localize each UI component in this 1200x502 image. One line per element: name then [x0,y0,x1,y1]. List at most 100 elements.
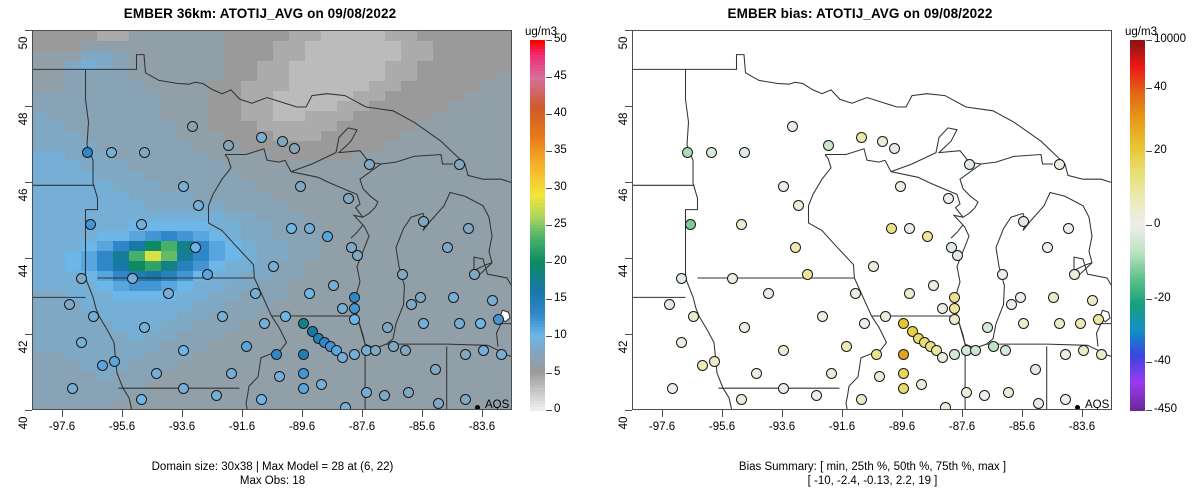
observation-site-marker[interactable] [321,230,333,242]
observation-site-marker[interactable] [1005,299,1017,311]
observation-site-marker[interactable] [414,291,426,303]
observation-site-marker[interactable] [75,272,87,284]
observation-site-marker[interactable] [66,382,78,394]
observation-site-marker[interactable] [726,272,738,284]
observation-site-marker[interactable] [294,181,306,193]
observation-site-marker[interactable] [684,219,696,231]
observation-site-marker[interactable] [162,287,174,299]
observation-site-marker[interactable] [738,321,750,333]
observation-site-marker[interactable] [201,268,213,280]
observation-site-marker[interactable] [792,200,804,212]
observation-site-marker[interactable] [906,325,918,337]
observation-site-marker[interactable] [192,200,204,212]
observation-site-marker[interactable] [303,223,315,235]
observation-site-marker[interactable] [342,192,354,204]
observation-site-marker[interactable] [297,382,309,394]
observation-site-marker[interactable] [873,371,885,383]
observation-site-marker[interactable] [417,318,429,330]
observation-site-marker[interactable] [276,135,288,147]
observation-site-marker[interactable] [1095,348,1107,360]
observation-site-marker[interactable] [894,181,906,193]
observation-site-marker[interactable] [1032,397,1044,409]
observation-site-marker[interactable] [876,135,888,147]
observation-site-marker[interactable] [135,394,147,406]
observation-site-marker[interactable] [336,352,348,364]
observation-site-marker[interactable] [960,386,972,398]
observation-site-marker[interactable] [666,382,678,394]
observation-site-marker[interactable] [942,192,954,204]
observation-site-marker[interactable] [1041,242,1053,254]
observation-site-marker[interactable] [336,302,348,314]
observation-site-marker[interactable] [315,378,327,390]
observation-site-marker[interactable] [135,219,147,231]
observation-site-marker[interactable] [978,390,990,402]
observation-site-marker[interactable] [867,261,879,273]
observation-site-marker[interactable] [360,386,372,398]
observation-site-marker[interactable] [288,143,300,155]
observation-site-marker[interactable] [855,394,867,406]
observation-site-marker[interactable] [705,147,717,159]
observation-site-marker[interactable] [258,318,270,330]
observation-site-marker[interactable] [897,348,909,360]
observation-site-marker[interactable] [999,344,1011,356]
observation-site-marker[interactable] [897,367,909,379]
observation-site-marker[interactable] [486,295,498,307]
observation-site-marker[interactable] [786,120,798,132]
observation-site-marker[interactable] [903,223,915,235]
observation-site-marker[interactable] [177,181,189,193]
observation-site-marker[interactable] [378,390,390,402]
observation-site-marker[interactable] [948,314,960,326]
observation-site-marker[interactable] [285,223,297,235]
observation-site-marker[interactable] [1059,394,1071,406]
observation-site-marker[interactable] [138,321,150,333]
observation-site-marker[interactable] [177,344,189,356]
observation-site-marker[interactable] [1077,344,1089,356]
observation-site-marker[interactable] [453,318,465,330]
observation-site-marker[interactable] [348,314,360,326]
observation-site-marker[interactable] [1092,314,1104,326]
observation-site-marker[interactable] [150,367,162,379]
observation-site-marker[interactable] [945,242,957,254]
observation-site-marker[interactable] [477,344,489,356]
observation-site-marker[interactable] [675,272,687,284]
observation-site-marker[interactable] [981,321,993,333]
observation-site-marker[interactable] [897,318,909,330]
observation-site-marker[interactable] [240,340,252,352]
observation-site-marker[interactable] [363,158,375,170]
observation-site-marker[interactable] [225,367,237,379]
observation-site-marker[interactable] [936,302,948,314]
observation-site-marker[interactable] [492,314,504,326]
observation-site-marker[interactable] [675,337,687,349]
observation-site-marker[interactable] [87,310,99,322]
observation-site-marker[interactable] [369,344,381,356]
observation-site-marker[interactable] [96,359,108,371]
observation-site-marker[interactable] [948,291,960,303]
observation-site-marker[interactable] [879,310,891,322]
observation-site-marker[interactable] [327,280,339,292]
observation-site-marker[interactable] [267,261,279,273]
observation-site-marker[interactable] [1062,223,1074,235]
observation-site-marker[interactable] [1074,318,1086,330]
observation-site-marker[interactable] [1002,386,1014,398]
observation-site-marker[interactable] [186,120,198,132]
observation-site-marker[interactable] [306,325,318,337]
observation-site-marker[interactable] [777,344,789,356]
observation-site-marker[interactable] [255,131,267,143]
observation-site-marker[interactable] [345,242,357,254]
observation-site-marker[interactable] [930,344,942,356]
observation-site-marker[interactable] [396,268,408,280]
bias-map-frame[interactable]: AQS [632,30,1112,410]
observation-site-marker[interactable] [855,131,867,143]
observation-site-marker[interactable] [222,139,234,151]
observation-site-marker[interactable] [459,348,471,360]
observation-site-marker[interactable] [915,378,927,390]
observation-site-marker[interactable] [750,367,762,379]
observation-site-marker[interactable] [402,386,414,398]
observation-site-marker[interactable] [432,397,444,409]
observation-site-marker[interactable] [936,352,948,364]
observation-site-marker[interactable] [348,291,360,303]
observation-site-marker[interactable] [1014,291,1026,303]
observation-site-marker[interactable] [1059,348,1071,360]
observation-site-marker[interactable] [1017,215,1029,227]
observation-site-marker[interactable] [459,394,471,406]
